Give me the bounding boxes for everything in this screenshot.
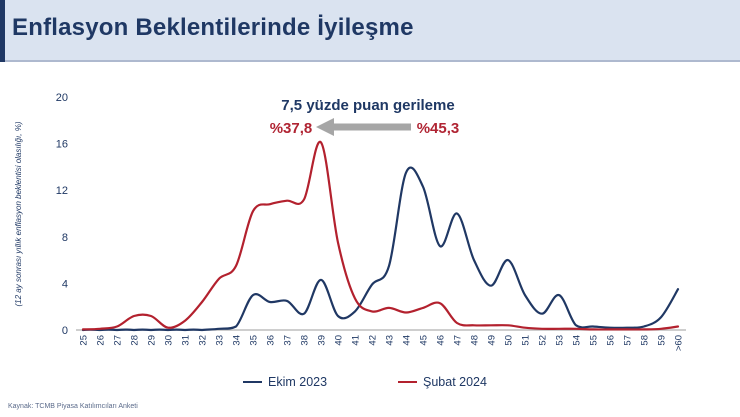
legend-label-ekim-2023: Ekim 2023 — [268, 375, 328, 389]
y-axis-tick-label: 16 — [56, 139, 68, 151]
legend-label-subat-2024: Şubat 2024 — [423, 375, 487, 389]
x-axis-tick-label: 27 — [113, 335, 124, 346]
x-axis-tick-label: 59 — [657, 335, 668, 346]
slide-header: Enflasyon Beklentilerinde İyileşme — [0, 0, 740, 62]
header-accent-bar — [0, 0, 5, 62]
x-axis-tick-label: 25 — [79, 335, 90, 346]
x-axis-tick-label: 39 — [317, 335, 328, 346]
x-axis-tick-label: 56 — [606, 335, 617, 346]
x-axis-tick-label: 43 — [385, 335, 396, 346]
x-axis-tick-label: 53 — [555, 335, 566, 346]
x-axis-tick-label: 26 — [96, 335, 107, 346]
x-axis-tick-label: 52 — [538, 335, 549, 346]
x-axis-tick-label: 36 — [266, 335, 277, 346]
x-axis-tick-label: 32 — [198, 335, 209, 346]
x-axis-tick-label: 48 — [470, 335, 481, 346]
x-axis-tick-label: 55 — [589, 335, 600, 346]
y-axis-tick-label: 12 — [56, 185, 68, 197]
chart-series — [81, 141, 680, 332]
x-axis-tick-label: 28 — [130, 335, 141, 346]
annotation-ekim-value: %45,3 — [417, 120, 460, 137]
x-axis-tick-label: 33 — [215, 335, 226, 346]
annotation-subat-value: %37,8 — [270, 120, 313, 137]
x-axis-tick-label: 38 — [300, 335, 311, 346]
x-axis-tick-label: 54 — [572, 335, 583, 346]
line-chart: (12 ay sonrası yıllık enflasyon beklenti… — [14, 92, 686, 351]
x-axis-tick-label: 57 — [623, 335, 634, 346]
x-axis-tick-label: 30 — [164, 335, 175, 346]
y-axis-ticks: 0 4 8 12 16 20 — [56, 92, 68, 337]
legend-item-ekim-2023: Ekim 2023 — [243, 374, 327, 390]
y-axis-tick-label: 0 — [62, 325, 68, 337]
ekim-2023-line-swatch — [243, 380, 262, 384]
y-axis-label: (12 ay sonrası yıllık enflasyon beklenti… — [14, 121, 23, 306]
x-axis-tick-label: 35 — [249, 335, 260, 346]
page-title: Enflasyon Beklentilerinde İyileşme — [12, 14, 414, 41]
x-axis-tick-label: 47 — [453, 335, 464, 346]
annotation-headline: 7,5 yüzde puan gerileme — [281, 97, 454, 114]
x-axis-tick-label: 29 — [147, 335, 158, 346]
x-axis-tick-label: 42 — [368, 335, 379, 346]
subat-2024-line-swatch — [398, 380, 417, 384]
x-axis-tick-label: 49 — [487, 335, 498, 346]
x-axis-tick-label: 40 — [334, 335, 345, 346]
decline-arrow-icon — [316, 118, 411, 136]
x-axis-tick-label: 41 — [351, 335, 362, 346]
şubat-2024-line — [81, 141, 680, 331]
x-axis-ticks: 25 26 27 28 29 30 31 32 33 34 35 36 37 38 39 40 41 42 43 44… — [79, 335, 685, 351]
x-axis-tick-label: 45 — [419, 335, 430, 346]
x-axis-tick-label: 46 — [436, 335, 447, 346]
x-axis-tick-label: 51 — [521, 335, 532, 346]
x-axis-tick-label: 50 — [504, 335, 515, 346]
x-axis-tick-label: 31 — [181, 335, 192, 346]
x-axis-tick-label: >60 — [674, 335, 685, 351]
y-axis-tick-label: 8 — [62, 232, 68, 244]
x-axis-tick-label: 37 — [283, 335, 294, 346]
source-note: Kaynak: TCMB Piyasa Katılımcıları Anketi — [8, 403, 138, 410]
legend-item-subat-2024: Şubat 2024 — [398, 374, 487, 390]
x-axis-tick-label: 44 — [402, 335, 413, 346]
x-axis-tick-label: 34 — [232, 335, 243, 346]
x-axis-tick-label: 58 — [640, 335, 651, 346]
y-axis-tick-label: 4 — [62, 278, 68, 290]
y-axis-tick-label: 20 — [56, 92, 68, 104]
ekim-2023-line — [81, 166, 680, 332]
